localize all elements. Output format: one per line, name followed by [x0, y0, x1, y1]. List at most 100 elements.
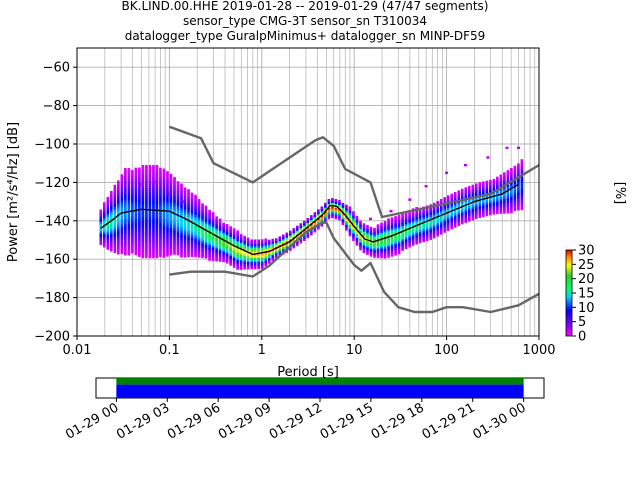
density-cell: [222, 241, 225, 245]
density-cell: [145, 176, 148, 180]
density-cell: [134, 200, 138, 204]
density-cell: [236, 251, 239, 255]
density-cell: [460, 213, 464, 217]
density-cell: [162, 174, 166, 178]
density-cell: [166, 228, 169, 232]
density-cell: [362, 250, 366, 254]
density-cell: [194, 248, 197, 252]
density-cell: [145, 218, 148, 222]
density-cell: [397, 228, 401, 232]
density-cell: [520, 187, 524, 191]
density-cell: [510, 191, 513, 195]
density-cell: [232, 264, 236, 268]
density-cell: [117, 207, 120, 211]
density-cell: [513, 192, 517, 196]
density-cell: [366, 244, 369, 248]
density-cell: [453, 197, 457, 201]
density-cell: [211, 214, 215, 218]
density-cell: [117, 236, 120, 240]
density-cell: [443, 197, 447, 201]
density-cell: [429, 213, 432, 217]
density-cell: [218, 258, 222, 262]
density-cell: [110, 204, 113, 208]
density-cell: [124, 240, 127, 244]
density-cell: [464, 210, 468, 214]
density-cell: [397, 232, 401, 236]
density-cell: [492, 186, 496, 190]
density-cell: [204, 251, 208, 255]
density-cell: [173, 180, 176, 184]
density-cell: [506, 195, 510, 199]
density-cell: [510, 167, 513, 171]
density-cell: [145, 232, 148, 236]
density-cell: [429, 231, 432, 235]
density-cell: [190, 232, 194, 236]
density-cell: [169, 187, 173, 191]
density-cell: [113, 226, 117, 230]
density-cell: [513, 207, 517, 211]
density-cell: [317, 211, 320, 215]
density-cell: [260, 264, 264, 268]
density-cell: [152, 178, 155, 182]
density-cell: [124, 225, 127, 229]
density-cell: [155, 172, 159, 176]
density-cell: [138, 192, 141, 196]
density-cell: [510, 198, 513, 202]
density-cell: [380, 255, 383, 259]
density-cell: [138, 182, 141, 186]
density-cell: [457, 215, 461, 219]
density-cell: [159, 227, 162, 231]
density-cell: [166, 240, 169, 244]
density-cell: [169, 246, 173, 250]
density-cell: [387, 222, 390, 226]
density-cell: [155, 166, 159, 170]
density-cell: [376, 232, 380, 236]
density-cell: [120, 206, 124, 210]
density-cell: [387, 243, 390, 247]
density-cell: [348, 214, 352, 218]
y-tick-label: −60: [43, 61, 70, 76]
density-cell: [218, 249, 222, 253]
density-cell: [278, 242, 282, 246]
density-cell: [173, 230, 176, 234]
density-cell: [176, 204, 180, 208]
density-cell: [152, 251, 155, 255]
density-cell: [141, 178, 145, 182]
density-cell: [446, 226, 450, 230]
density-cell: [415, 206, 418, 210]
density-cell: [152, 220, 155, 224]
density-cell: [453, 211, 457, 215]
density-cell: [369, 247, 373, 251]
density-cell: [176, 185, 180, 189]
density-cell: [408, 231, 411, 235]
density-cell: [180, 231, 183, 235]
density-cell: [376, 230, 380, 234]
density-cell: [180, 193, 183, 197]
density-cell: [503, 181, 506, 185]
density-cell: [204, 219, 208, 223]
density-cell: [120, 251, 124, 255]
density-cell: [397, 247, 401, 251]
density-cell: [141, 212, 145, 216]
density-cell: [173, 188, 176, 192]
density-cell: [148, 239, 152, 243]
density-cell: [138, 242, 141, 246]
density-cell: [422, 227, 425, 231]
density-cell: [450, 195, 454, 199]
density-cell: [296, 241, 299, 245]
density-cell: [208, 225, 211, 229]
density-cell: [274, 253, 278, 257]
density-cell: [499, 199, 503, 203]
density-cell: [460, 219, 464, 223]
density-cell: [478, 199, 482, 203]
density-cell: [432, 220, 436, 224]
density-cell: [194, 231, 197, 235]
density-cell: [173, 203, 176, 207]
density-cell: [159, 187, 162, 191]
density-cell: [166, 249, 169, 253]
density-cell: [457, 198, 461, 202]
density-cell: [489, 202, 492, 206]
density-cell: [324, 214, 327, 218]
density-cell: [264, 263, 268, 267]
density-cell: [204, 247, 208, 251]
